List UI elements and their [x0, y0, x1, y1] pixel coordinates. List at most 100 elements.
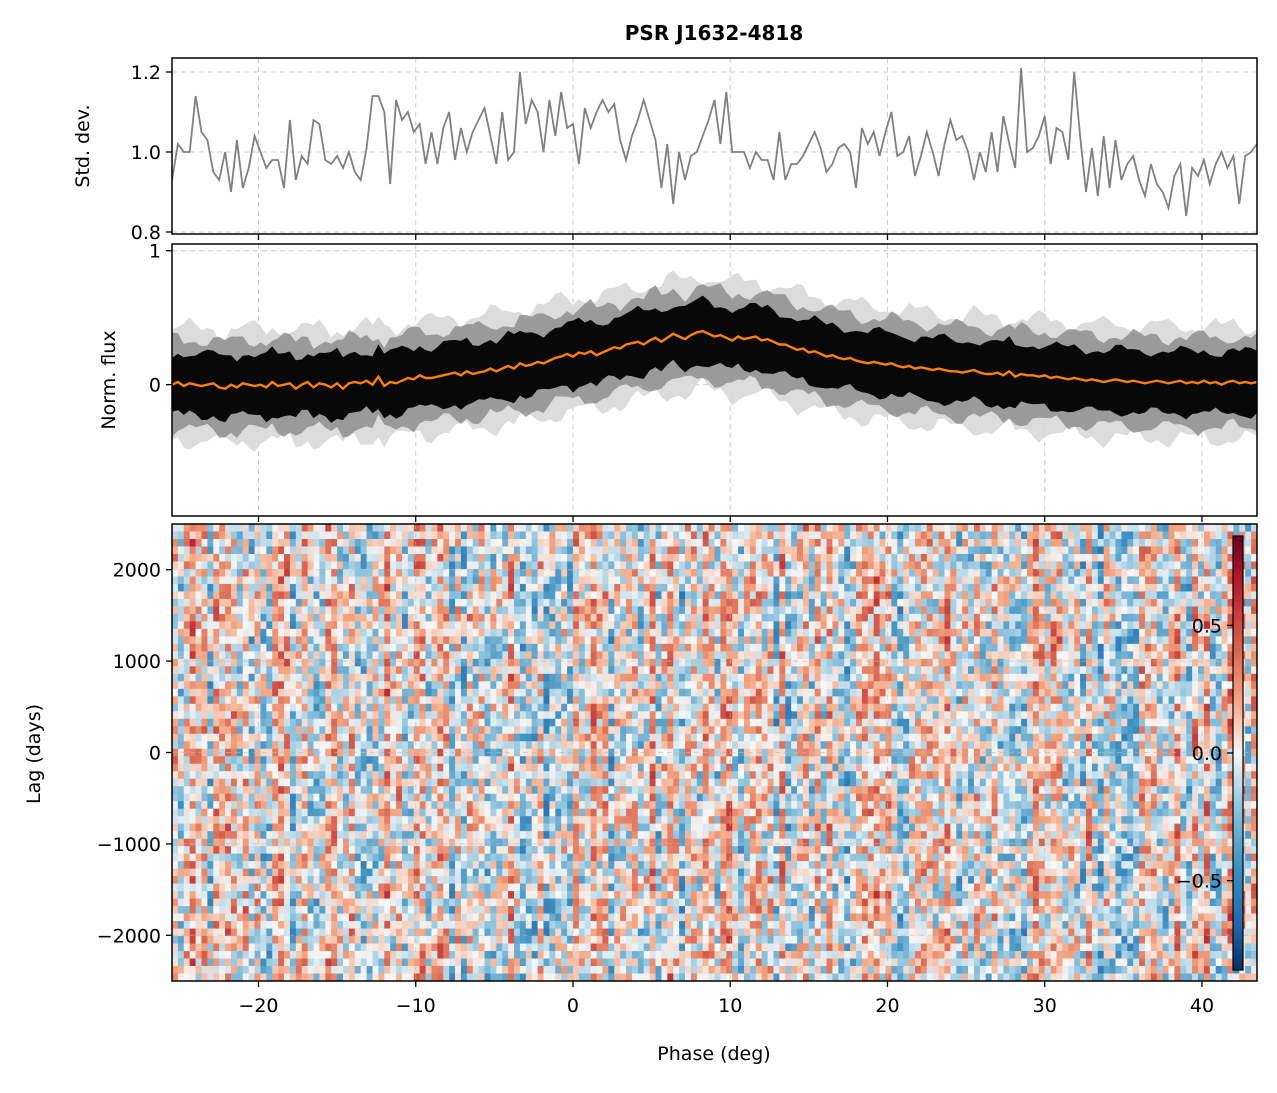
heatmap-cell [308, 674, 315, 682]
heatmap-cell [1045, 636, 1052, 644]
heatmap-cell [679, 704, 686, 712]
heatmap-cell [1139, 576, 1146, 584]
heatmap-cell [1110, 606, 1117, 614]
heatmap-cell [697, 554, 704, 562]
heatmap-cell [1145, 651, 1152, 659]
heatmap-cell [260, 711, 267, 719]
heatmap-cell [1062, 606, 1069, 614]
heatmap-cell [903, 524, 910, 532]
heatmap-cell [219, 674, 226, 682]
heatmap-cell [791, 584, 798, 592]
heatmap-cell [526, 636, 533, 644]
heatmap-cell [732, 636, 739, 644]
heatmap-cell [514, 614, 521, 622]
heatmap-cell [1021, 539, 1028, 547]
heatmap-cell [431, 606, 438, 614]
heatmap-cell [1222, 681, 1229, 689]
heatmap-cell [750, 561, 757, 569]
heatmap-cell [626, 711, 633, 719]
heatmap-cell [1133, 576, 1140, 584]
heatmap-cell [720, 591, 727, 599]
heatmap-cell [538, 636, 545, 644]
heatmap-cell [361, 659, 368, 667]
heatmap-cell [944, 681, 951, 689]
heatmap-cell [1062, 546, 1069, 554]
heatmap-cell [490, 539, 497, 547]
heatmap-cell [349, 674, 356, 682]
heatmap-cell [968, 599, 975, 607]
heatmap-cell [809, 591, 816, 599]
heatmap-cell [372, 696, 379, 704]
heatmap-cell [614, 584, 621, 592]
heatmap-cell [243, 546, 250, 554]
heatmap-cell [231, 651, 238, 659]
heatmap-cell [632, 696, 639, 704]
heatmap-cell [467, 584, 474, 592]
heatmap-cell [803, 644, 810, 652]
heatmap-cell [479, 689, 486, 697]
heatmap-cell [944, 554, 951, 562]
heatmap-cell [832, 584, 839, 592]
heatmap-cell [207, 606, 214, 614]
heatmap-cell [467, 689, 474, 697]
heatmap-cell [956, 681, 963, 689]
heatmap-cell [526, 584, 533, 592]
heatmap-cell [408, 546, 415, 554]
heatmap-cell [744, 644, 751, 652]
heatmap-cell [260, 546, 267, 554]
heatmap-cell [437, 689, 444, 697]
heatmap-cell [272, 719, 279, 727]
heatmap-cell [455, 599, 462, 607]
heatmap-cell [909, 644, 916, 652]
heatmap-cell [838, 621, 845, 629]
heatmap-cell [744, 539, 751, 547]
heatmap-cell [691, 546, 698, 554]
heatmap-cell [249, 674, 256, 682]
heatmap-cell [986, 561, 993, 569]
heatmap-cell [1169, 621, 1176, 629]
heatmap-cell [1027, 591, 1034, 599]
heatmap-cell [337, 666, 344, 674]
heatmap-cell [325, 554, 332, 562]
heatmap-cell [579, 629, 586, 637]
heatmap-cell [856, 681, 863, 689]
heatmap-cell [1127, 659, 1134, 667]
heatmap-cell [579, 644, 586, 652]
heatmap-cell [496, 674, 503, 682]
heatmap-cell [543, 614, 550, 622]
heatmap-cell [266, 666, 273, 674]
heatmap-cell [372, 554, 379, 562]
heatmap-cell [561, 614, 568, 622]
heatmap-cell [302, 539, 309, 547]
heatmap-cell [998, 651, 1005, 659]
heatmap-cell [921, 531, 928, 539]
heatmap-cell [231, 689, 238, 697]
heatmap-cell [1222, 561, 1229, 569]
heatmap-cell [1192, 591, 1199, 599]
heatmap-cell [762, 524, 769, 532]
heatmap-cell [543, 681, 550, 689]
heatmap-cell [426, 659, 433, 667]
heatmap-cell [213, 554, 220, 562]
heatmap-cell [384, 711, 391, 719]
heatmap-cell [620, 681, 627, 689]
heatmap-cell [249, 546, 256, 554]
heatmap-cell [579, 659, 586, 667]
heatmap-cell [661, 554, 668, 562]
heatmap-cell [1245, 561, 1252, 569]
heatmap-cell [703, 584, 710, 592]
heatmap-cell [1198, 674, 1205, 682]
heatmap-cell [944, 636, 951, 644]
heatmap-cell [720, 576, 727, 584]
heatmap-cell [1057, 621, 1064, 629]
heatmap-cell [968, 629, 975, 637]
heatmap-cell [1145, 599, 1152, 607]
heatmap-cell [225, 681, 232, 689]
heatmap-cell [437, 576, 444, 584]
heatmap-cell [850, 644, 857, 652]
heatmap-cell [490, 621, 497, 629]
heatmap-cell [201, 621, 208, 629]
heatmap-cell [715, 689, 722, 697]
heatmap-cell [184, 614, 191, 622]
